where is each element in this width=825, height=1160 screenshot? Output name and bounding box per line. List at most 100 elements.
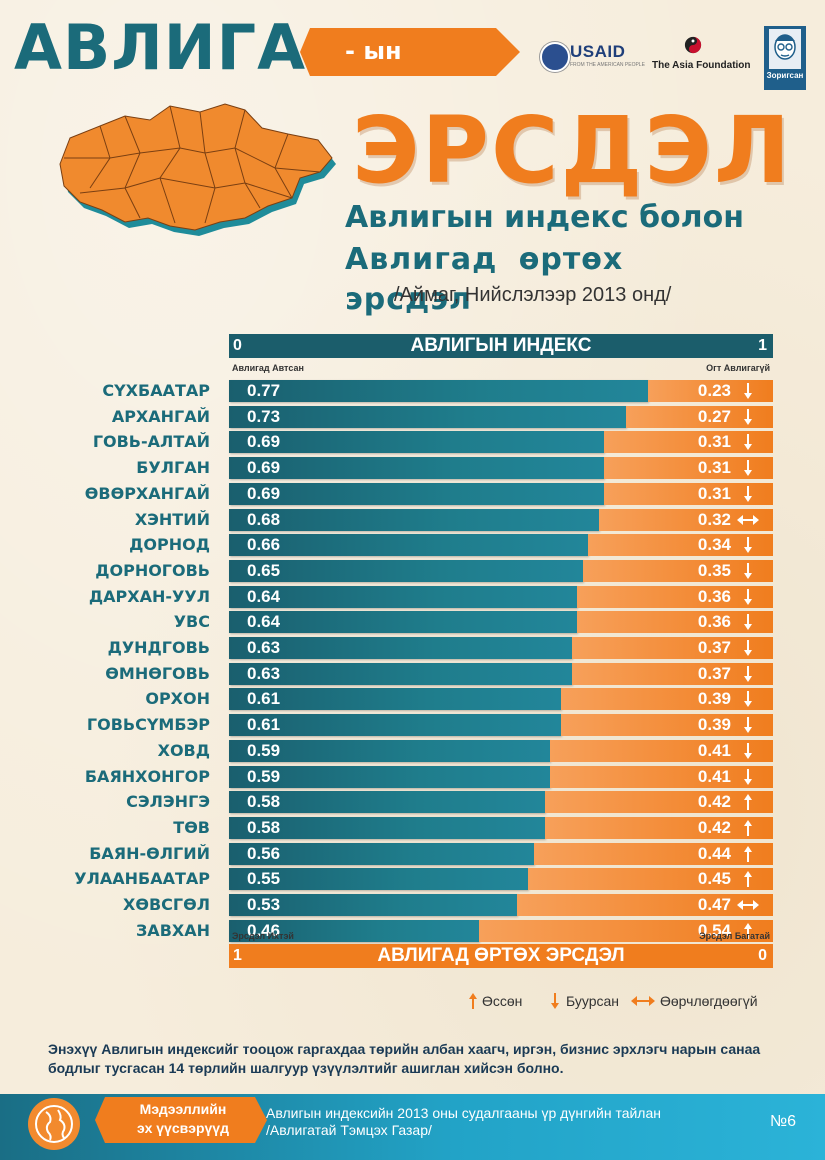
index-value-label: 0.56	[247, 843, 281, 863]
risk-bar	[588, 534, 773, 557]
index-value-label: 0.59	[247, 740, 281, 760]
big-title: ЭРСДЭЛ	[352, 97, 793, 204]
index-value-label: 0.58	[247, 817, 281, 837]
risk-value-label: 0.37	[697, 638, 731, 657]
down-arrow-icon	[735, 636, 761, 660]
index-bar	[229, 559, 583, 582]
index-value-label: 0.61	[247, 689, 281, 709]
risk-bar	[572, 662, 773, 685]
mongolia-map-illustration	[59, 103, 336, 236]
legend-label-decreased: Буурсан	[566, 993, 620, 1009]
index-value-label: 0.63	[247, 663, 281, 683]
index-bar	[229, 611, 577, 634]
risk-value-label: 0.23	[697, 381, 731, 400]
down-arrow-icon	[735, 585, 761, 609]
risk-value-label: 0.42	[697, 817, 731, 837]
left-right-arrow-icon	[735, 508, 761, 532]
bottom-axis-bar: 1 АВЛИГАД ӨРТӨХ ЭРСДЭЛ 0	[229, 944, 773, 968]
risk-bar	[648, 380, 773, 402]
footer-source-line1: Авлигын индексийн 2013 оны судалгааны үр…	[266, 1105, 661, 1121]
risk-bar	[534, 842, 773, 865]
left-right-arrow-icon	[735, 893, 761, 917]
bottom-axis-left-caption: Эрсдэл Ихтэй	[232, 931, 294, 941]
down-arrow-icon	[735, 713, 761, 737]
index-value-label: 0.65	[247, 560, 281, 580]
risk-value-label: 0.39	[697, 689, 731, 709]
usaid-logo-text: USAID	[570, 42, 626, 61]
risk-value-label: 0.44	[697, 843, 731, 863]
index-value-label: 0.58	[247, 792, 281, 812]
top-axis-title: АВЛИГЫН ИНДЕКС	[410, 335, 592, 356]
bottom-axis-right-caption: Эрсдэл Багатай	[699, 931, 770, 941]
page-number: №6	[770, 1113, 797, 1130]
index-value-label: 0.69	[247, 458, 281, 478]
risk-bar	[577, 585, 773, 608]
index-value-label: 0.53	[247, 895, 281, 914]
index-value-label: 0.68	[247, 509, 281, 529]
footnote: Энэхүү Авлигын индексийг тооцож гаргахда…	[48, 1041, 761, 1076]
index-bar	[229, 637, 572, 659]
category-label: ОРХОН	[145, 689, 210, 709]
risk-value-label: 0.41	[697, 740, 731, 760]
top-axis-bar: 0 АВЛИГЫН ИНДЕКС 1	[229, 334, 773, 358]
category-label: ДАРХАН-УУЛ	[88, 586, 210, 606]
down-arrow-icon	[735, 405, 761, 429]
index-value-label: 0.73	[247, 406, 281, 426]
risk-value-label: 0.36	[697, 586, 731, 606]
index-bar	[229, 919, 479, 942]
category-label: ГОВЬСҮМБЭР	[86, 715, 210, 735]
left-right-arrow-icon	[631, 996, 655, 1006]
index-value-label: 0.69	[247, 483, 281, 503]
footer-source-line2: /Авлигатай Тэмцэх Газар/	[266, 1122, 432, 1138]
category-label: ДОРНОГОВЬ	[95, 560, 210, 580]
index-bar	[229, 791, 545, 814]
index-bar	[229, 431, 604, 454]
index-bar	[229, 868, 528, 891]
risk-value-label: 0.47	[697, 895, 731, 914]
risk-bar	[550, 765, 773, 788]
down-arrow-icon	[735, 739, 761, 763]
usaid-seal-icon	[540, 42, 570, 72]
down-arrow-icon	[735, 379, 761, 403]
asia-foundation-mark-icon	[684, 36, 702, 54]
index-value-label: 0.66	[247, 535, 281, 555]
risk-bar	[626, 405, 773, 428]
title-arrow-banner	[300, 28, 520, 76]
category-label: АРХАНГАЙ	[111, 406, 210, 426]
index-bar	[229, 765, 550, 788]
asia-foundation-text: The Asia Foundation	[652, 60, 751, 71]
index-bar	[229, 534, 588, 557]
risk-value-label: 0.37	[697, 663, 731, 683]
risk-bar	[583, 559, 773, 582]
index-value-label: 0.69	[247, 432, 281, 452]
index-bar	[229, 457, 604, 480]
bottom-axis-min-label: 1	[233, 947, 242, 964]
category-label: БАЯН-ӨЛГИЙ	[89, 843, 210, 863]
top-axis-max-label: 1	[758, 337, 767, 354]
category-label: ӨМНӨГОВЬ	[105, 663, 210, 683]
top-axis-min-label: 0	[233, 337, 242, 354]
risk-bar	[604, 482, 773, 505]
category-label: ЗАВХАН	[135, 920, 210, 940]
zorigsan-logo: Зоригсан	[764, 26, 806, 90]
footer-tag-line2: эх үүсвэрүүд	[137, 1120, 229, 1136]
risk-bar	[550, 739, 773, 762]
risk-value-label: 0.32	[697, 509, 731, 529]
risk-value-label: 0.36	[697, 612, 731, 632]
risk-value-label: 0.27	[697, 406, 731, 426]
index-value-label: 0.63	[247, 638, 281, 657]
down-arrow-icon	[735, 456, 761, 480]
index-bar	[229, 508, 599, 531]
down-arrow-icon	[735, 482, 761, 506]
category-label: УЛААНБААТАР	[74, 869, 210, 889]
category-label: ГОВЬ-АЛТАЙ	[92, 432, 210, 452]
category-label: БУЛГАН	[136, 458, 210, 478]
top-axis-left-caption: Авлигад Автсан	[232, 363, 304, 373]
bottom-axis-max-label: 0	[758, 947, 767, 964]
zorigsan-text: Зоригсан	[766, 71, 804, 80]
legend-label-increased: Өссөн	[482, 993, 523, 1009]
risk-bar	[599, 508, 773, 531]
risk-value-label: 0.39	[697, 715, 731, 735]
up-arrow-icon	[735, 842, 761, 866]
subtitle-line2: Авлигад өртөх эрсдэл	[345, 242, 624, 317]
